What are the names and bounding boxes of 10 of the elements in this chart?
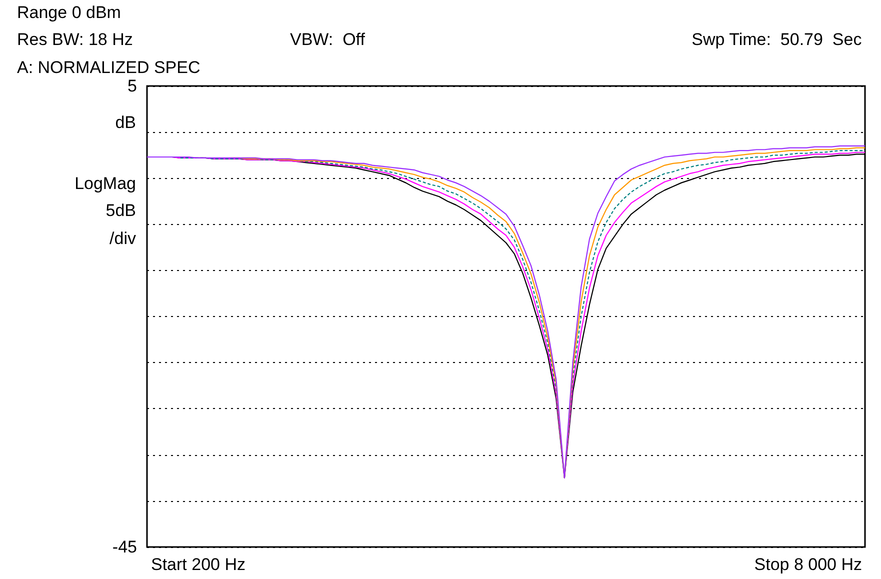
y-tick-label: 5	[128, 76, 137, 96]
y-tick-label: -45	[112, 538, 137, 556]
text: Range 0 dBm	[17, 3, 121, 22]
text: A: NORMALIZED SPEC	[17, 58, 200, 77]
text: Swp Time: 50.79 Sec	[692, 30, 862, 49]
text: VBW: Off	[290, 30, 366, 49]
text: Res BW: 18 Hz	[17, 30, 133, 49]
text: dB LogMag 5dB /div	[74, 113, 136, 248]
text: Start 200 Hz	[151, 555, 246, 574]
text: Stop 8 000 Hz	[754, 555, 862, 574]
